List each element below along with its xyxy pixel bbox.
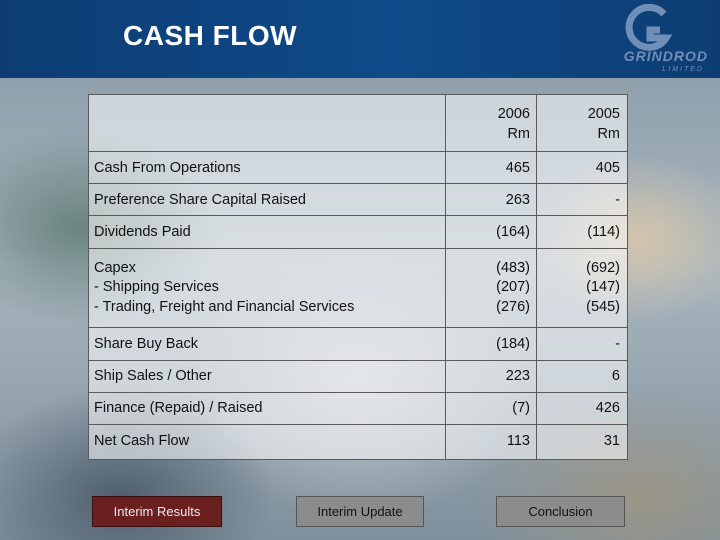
logo-wordmark: GRINDROD bbox=[623, 48, 708, 64]
logo-subtext: LIMITED bbox=[662, 66, 704, 73]
row-label: Net Cash Flow bbox=[94, 433, 190, 449]
conclusion-button[interactable]: Conclusion bbox=[496, 496, 625, 527]
slide-title: CASH FLOW bbox=[123, 20, 298, 51]
row-divider bbox=[88, 392, 628, 393]
column-header-2006-year: 2006 bbox=[497, 106, 530, 122]
row-label: Finance (Repaid) / Raised bbox=[94, 400, 263, 416]
value-2005: (545) bbox=[586, 299, 620, 315]
row-label: Preference Share Capital Raised bbox=[94, 192, 306, 208]
row-divider bbox=[88, 183, 628, 184]
value-2005: (114) bbox=[587, 224, 620, 240]
value-2006: (7) bbox=[512, 400, 530, 416]
value-2006: (164) bbox=[496, 224, 530, 240]
value-2005: 426 bbox=[595, 400, 620, 416]
row-divider bbox=[88, 215, 628, 216]
column-divider bbox=[445, 94, 446, 459]
value-2006: (276) bbox=[496, 299, 530, 315]
slide-header: CASH FLOW GRINDROD LIMITED bbox=[0, 0, 720, 78]
row-divider bbox=[88, 360, 628, 361]
grindrod-logo: GRINDROD LIMITED bbox=[584, 4, 714, 74]
value-2005: (147) bbox=[586, 279, 620, 295]
row-label: - Shipping Services bbox=[94, 279, 219, 295]
row-label: Dividends Paid bbox=[94, 224, 191, 240]
value-2006: 223 bbox=[505, 368, 530, 384]
row-divider bbox=[88, 424, 628, 425]
value-2005: 6 bbox=[611, 368, 620, 384]
row-label: - Trading, Freight and Financial Service… bbox=[94, 299, 355, 315]
cash-flow-table bbox=[88, 94, 628, 460]
column-header-2006-unit: Rm bbox=[507, 126, 530, 142]
value-2005: (692) bbox=[586, 260, 620, 276]
value-2006: 465 bbox=[505, 160, 530, 176]
value-2006: (483) bbox=[496, 260, 530, 276]
row-divider bbox=[88, 151, 628, 152]
value-2005: - bbox=[615, 192, 620, 208]
value-2006: (184) bbox=[496, 336, 530, 352]
row-label: Cash From Operations bbox=[94, 160, 241, 176]
row-divider bbox=[88, 327, 628, 328]
value-2005: 405 bbox=[595, 160, 620, 176]
column-header-2005-unit: Rm bbox=[597, 126, 620, 142]
row-label: Share Buy Back bbox=[94, 336, 198, 352]
value-2006: 263 bbox=[505, 192, 530, 208]
interim-results-button[interactable]: Interim Results bbox=[92, 496, 222, 527]
value-2006: 113 bbox=[506, 433, 530, 449]
row-label: Capex bbox=[94, 260, 136, 276]
logo-mark-icon bbox=[625, 4, 673, 51]
row-label: Ship Sales / Other bbox=[94, 368, 212, 384]
column-divider bbox=[536, 94, 537, 459]
value-2006: (207) bbox=[496, 279, 530, 295]
column-header-2005-year: 2005 bbox=[587, 106, 620, 122]
interim-update-button[interactable]: Interim Update bbox=[296, 496, 424, 527]
value-2005: 31 bbox=[603, 433, 620, 449]
row-divider bbox=[88, 248, 628, 249]
value-2005: - bbox=[615, 336, 620, 352]
